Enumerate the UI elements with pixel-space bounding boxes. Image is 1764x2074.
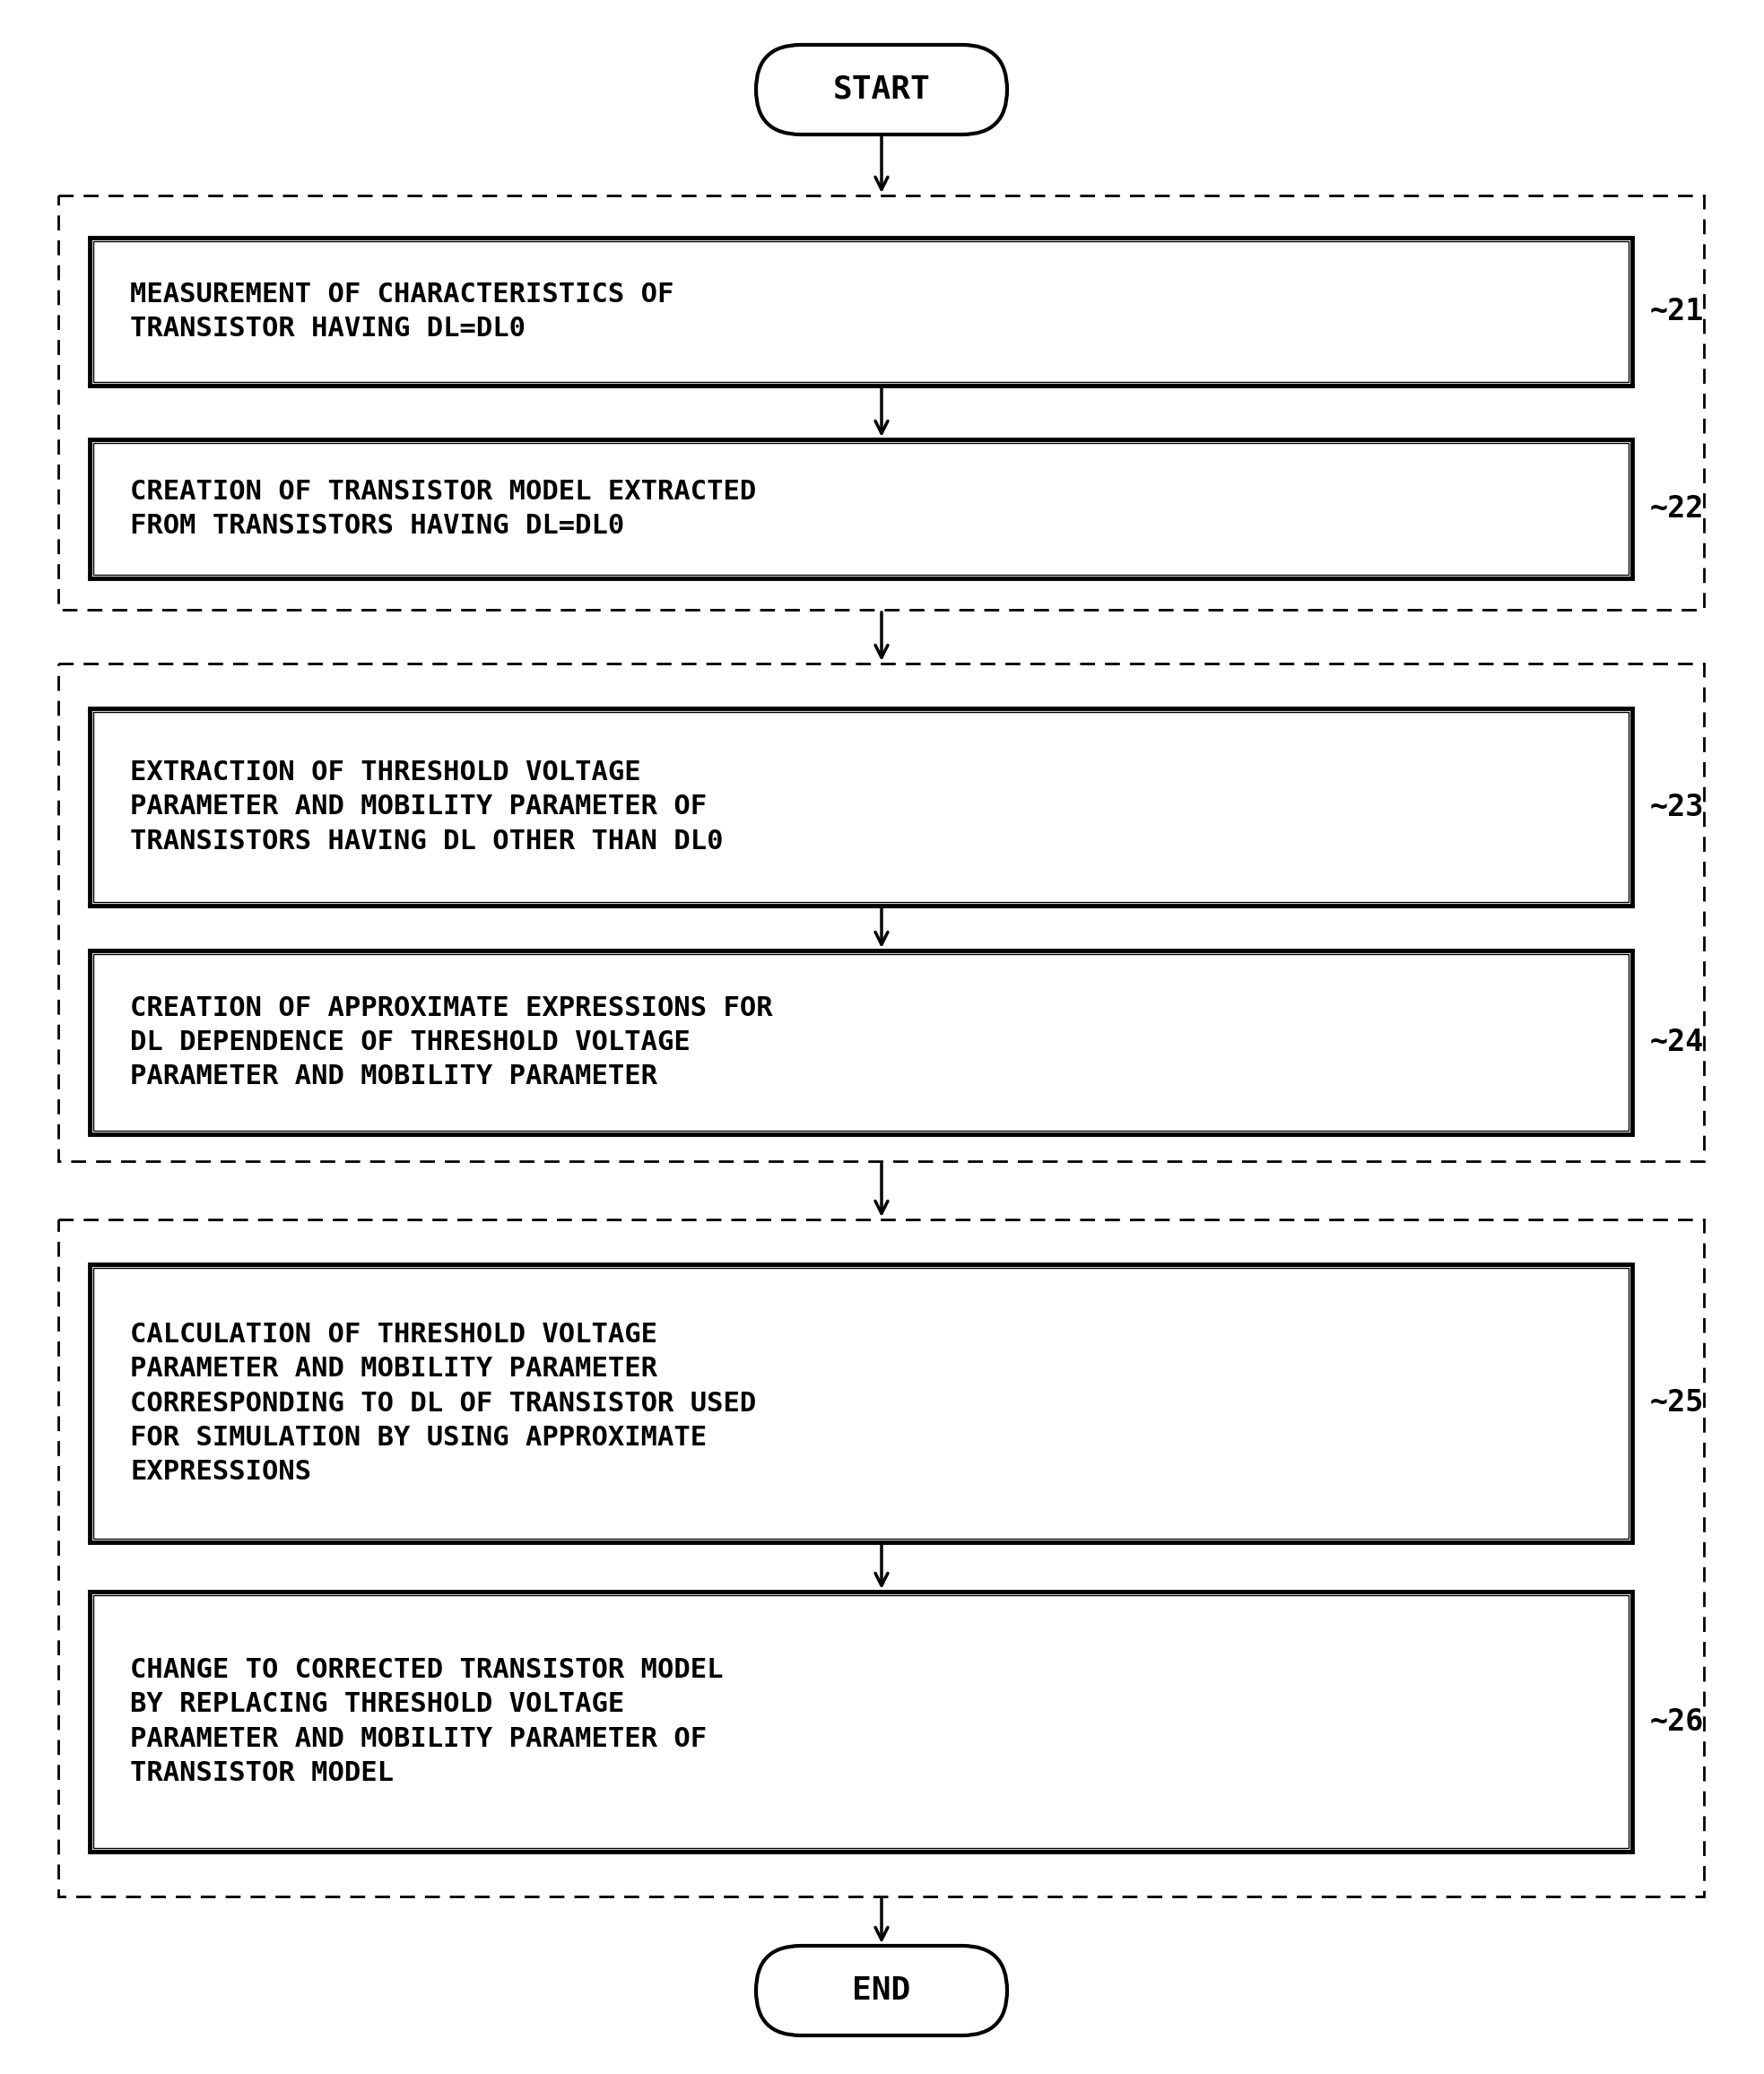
Bar (93, 711, 1628, 902)
Text: ~26: ~26 (1649, 1707, 1704, 1736)
Text: ~25: ~25 (1649, 1388, 1704, 1419)
Bar (93, 241, 1628, 382)
Bar (58, 664, 1704, 1161)
Bar (58, 1220, 1704, 1896)
Text: START: START (833, 75, 930, 106)
Text: CREATION OF APPROXIMATE EXPRESSIONS FOR
DL DEPENDENCE OF THRESHOLD VOLTAGE
PARAM: CREATION OF APPROXIMATE EXPRESSIONS FOR … (131, 996, 773, 1089)
Bar (93, 954, 1628, 1130)
Bar (93, 1267, 1628, 1539)
Text: ~22: ~22 (1649, 494, 1704, 523)
Text: EXTRACTION OF THRESHOLD VOLTAGE
PARAMETER AND MOBILITY PARAMETER OF
TRANSISTORS : EXTRACTION OF THRESHOLD VOLTAGE PARAMETE… (131, 759, 723, 854)
Bar (90, 239, 1632, 386)
Text: CALCULATION OF THRESHOLD VOLTAGE
PARAMETER AND MOBILITY PARAMETER
CORRESPONDING : CALCULATION OF THRESHOLD VOLTAGE PARAMET… (131, 1321, 757, 1485)
FancyBboxPatch shape (757, 1945, 1007, 2035)
Bar (90, 440, 1632, 579)
Text: END: END (852, 1974, 910, 2006)
Bar (90, 709, 1632, 906)
Bar (93, 1595, 1628, 1848)
Bar (58, 195, 1704, 610)
Bar (90, 950, 1632, 1134)
Text: CREATION OF TRANSISTOR MODEL EXTRACTED
FROM TRANSISTORS HAVING DL=DL0: CREATION OF TRANSISTOR MODEL EXTRACTED F… (131, 479, 757, 539)
Text: ~23: ~23 (1649, 792, 1704, 821)
Bar (90, 1265, 1632, 1543)
FancyBboxPatch shape (757, 46, 1007, 135)
Text: CHANGE TO CORRECTED TRANSISTOR MODEL
BY REPLACING THRESHOLD VOLTAGE
PARAMETER AN: CHANGE TO CORRECTED TRANSISTOR MODEL BY … (131, 1657, 723, 1786)
Bar (90, 1591, 1632, 1852)
Text: ~21: ~21 (1649, 297, 1704, 326)
Text: MEASUREMENT OF CHARACTERISTICS OF
TRANSISTOR HAVING DL=DL0: MEASUREMENT OF CHARACTERISTICS OF TRANSI… (131, 282, 674, 342)
Bar (93, 444, 1628, 574)
Text: ~24: ~24 (1649, 1027, 1704, 1058)
